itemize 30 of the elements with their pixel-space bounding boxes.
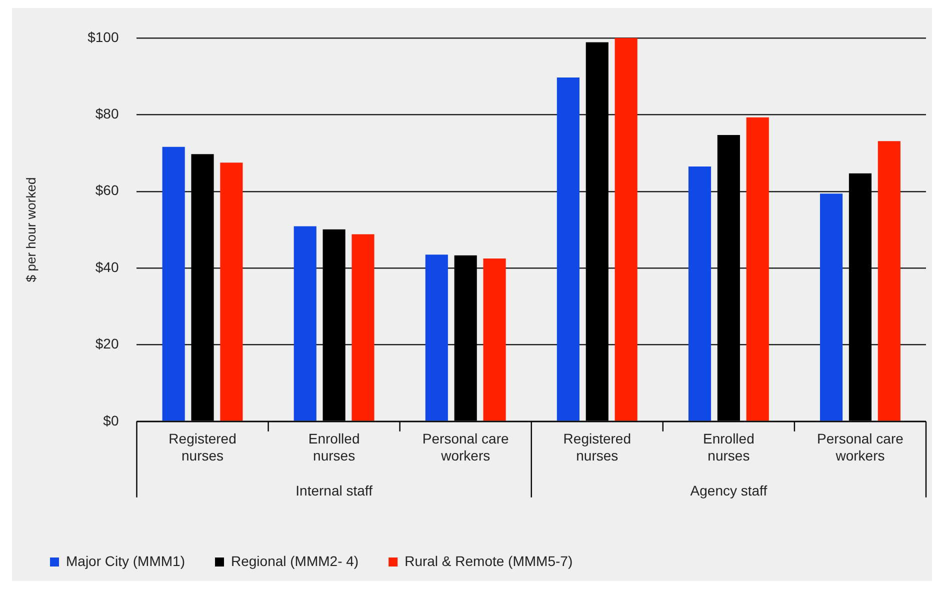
y-tick-label: $100 <box>88 28 119 45</box>
y-tick-label: $0 <box>103 412 119 428</box>
y-tick-label: $80 <box>95 106 119 122</box>
text: Internal staff <box>296 482 373 498</box>
bar <box>294 226 316 421</box>
bar <box>352 234 374 421</box>
bar <box>556 77 580 421</box>
y-tick-label: $40 <box>95 258 119 275</box>
bar <box>162 146 185 421</box>
text: Agency staff <box>690 482 768 498</box>
bar <box>878 141 900 421</box>
y-tick-label: $60 <box>95 182 119 198</box>
legend-label: Regional (MMM2- 4) <box>230 552 359 569</box>
bar <box>425 254 448 421</box>
bar <box>746 117 769 421</box>
bar <box>820 194 843 421</box>
legend-label: Rural & Remote (MMM5-7) <box>404 552 573 569</box>
x-tick-label: Registered nurses <box>563 430 631 464</box>
legend-label: Major City (MMM1) <box>66 552 185 569</box>
bar <box>688 166 712 421</box>
y-axis-title: $ per hour worked <box>23 177 38 282</box>
x-tick-label: Personal care workers <box>422 430 509 464</box>
bar <box>220 162 243 421</box>
x-tick-label: Enrolled nurses <box>703 430 754 464</box>
bar <box>483 258 506 421</box>
x-tick-label: Enrolled nurses <box>308 430 360 464</box>
y-tick-label: $20 <box>95 336 119 352</box>
x-tick-label: Personal care workers <box>817 430 904 464</box>
x-tick-label: Registered nurses <box>168 430 236 464</box>
bar <box>614 38 638 421</box>
